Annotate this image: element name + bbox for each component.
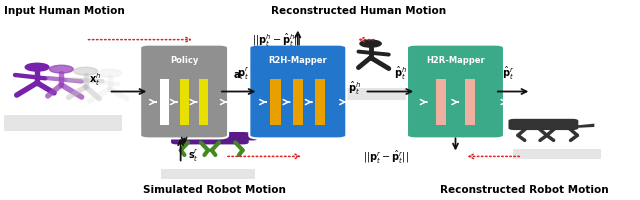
Bar bbox=[435, 80, 446, 125]
Bar bbox=[343, 88, 416, 100]
Bar bbox=[160, 80, 169, 125]
Text: $\mathbf{a}_t$: $\mathbf{a}_t$ bbox=[233, 70, 244, 82]
Circle shape bbox=[49, 66, 73, 74]
Text: Simulated Robot Motion: Simulated Robot Motion bbox=[143, 184, 286, 194]
FancyBboxPatch shape bbox=[250, 45, 346, 139]
FancyBboxPatch shape bbox=[140, 45, 228, 139]
Circle shape bbox=[98, 70, 122, 78]
Bar bbox=[315, 80, 325, 125]
Bar bbox=[180, 80, 189, 125]
Bar bbox=[513, 150, 601, 160]
Text: R2H-Mapper: R2H-Mapper bbox=[268, 55, 327, 64]
Bar bbox=[292, 80, 303, 125]
Text: Reconstructed Human Motion: Reconstructed Human Motion bbox=[271, 6, 445, 16]
Polygon shape bbox=[572, 124, 595, 128]
FancyBboxPatch shape bbox=[228, 133, 257, 141]
Bar bbox=[465, 80, 476, 125]
Text: $\mathbf{s}_t^r$: $\mathbf{s}_t^r$ bbox=[188, 148, 199, 164]
Circle shape bbox=[74, 68, 97, 76]
Text: Policy: Policy bbox=[170, 55, 198, 64]
Bar bbox=[199, 80, 209, 125]
Circle shape bbox=[25, 64, 49, 72]
Text: $\hat{\mathbf{p}}_t^h$: $\hat{\mathbf{p}}_t^h$ bbox=[348, 79, 361, 96]
Text: Input Human Motion: Input Human Motion bbox=[4, 6, 124, 16]
Text: H2R-Mapper: H2R-Mapper bbox=[426, 55, 485, 64]
FancyBboxPatch shape bbox=[407, 45, 504, 139]
Text: $\mathbf{p}_t^r$: $\mathbf{p}_t^r$ bbox=[237, 66, 250, 82]
Text: $\mathbf{x}_t^h$: $\mathbf{x}_t^h$ bbox=[88, 71, 100, 88]
FancyBboxPatch shape bbox=[171, 132, 249, 145]
Text: $\hat{\mathbf{p}}_t^r$: $\hat{\mathbf{p}}_t^r$ bbox=[502, 64, 515, 82]
FancyBboxPatch shape bbox=[509, 119, 579, 130]
Circle shape bbox=[360, 41, 381, 48]
Bar bbox=[161, 170, 255, 179]
Bar bbox=[271, 80, 281, 125]
Text: $|| \mathbf{p}_t^h - \hat{\mathbf{p}}_t^h ||$: $|| \mathbf{p}_t^h - \hat{\mathbf{p}}_t^… bbox=[252, 32, 301, 49]
Text: Reconstructed Robot Motion: Reconstructed Robot Motion bbox=[440, 184, 609, 194]
Text: $|| \mathbf{p}_t^r - \hat{\mathbf{p}}_t^r ||$: $|| \mathbf{p}_t^r - \hat{\mathbf{p}}_t^… bbox=[363, 148, 409, 165]
Text: $\hat{\mathbf{p}}_t^h$: $\hat{\mathbf{p}}_t^h$ bbox=[394, 64, 408, 82]
Bar bbox=[4, 116, 122, 132]
